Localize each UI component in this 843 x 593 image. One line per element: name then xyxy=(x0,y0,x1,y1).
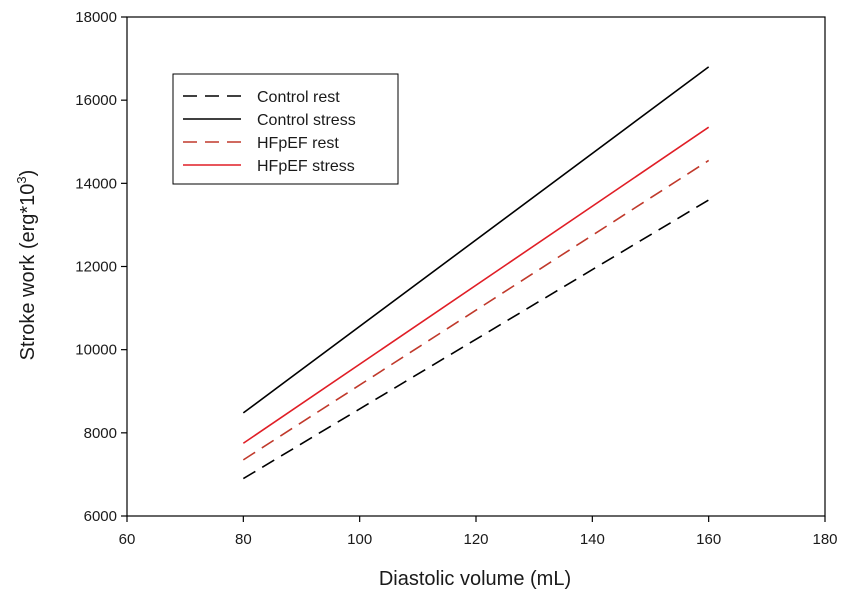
y-axis-title-close: ) xyxy=(17,170,39,177)
legend-label-hfpef-rest: HFpEF rest xyxy=(257,135,339,152)
y-tick-label: 18000 xyxy=(75,9,117,26)
y-tick-label: 6000 xyxy=(84,508,117,525)
legend-label-hfpef-stress: HFpEF stress xyxy=(257,158,355,175)
y-axis-title-main: Stroke work (erg*10 xyxy=(17,184,39,361)
series-line-control-stress xyxy=(242,66,710,414)
y-tick-label: 14000 xyxy=(75,175,117,192)
x-tick-label: 180 xyxy=(812,531,837,548)
y-axis-title-superscript: 3 xyxy=(14,176,29,183)
series-line-hfpef-rest xyxy=(242,159,710,461)
series-lines xyxy=(242,66,710,480)
legend-label-control-stress: Control stress xyxy=(257,112,356,129)
y-tick-label: 10000 xyxy=(75,342,117,359)
axes: 60 80 100 120 140 160 180 6000 8000 10000 12000 140… xyxy=(75,9,837,548)
y-tick-label: 12000 xyxy=(75,259,117,276)
y-axis-title: Stroke work (erg*103) xyxy=(14,170,39,361)
x-tick-label: 80 xyxy=(235,531,252,548)
x-tick-label: 120 xyxy=(463,531,488,548)
x-tick-label: 160 xyxy=(696,531,721,548)
y-tick-label: 16000 xyxy=(75,92,117,109)
legend-label-control-rest: Control rest xyxy=(257,89,340,106)
series-line-hfpef-stress xyxy=(242,126,710,444)
legend: Control rest Control stress HFpEF rest HFpE… xyxy=(172,73,399,185)
x-tick-label: 60 xyxy=(119,531,136,548)
x-tick-label: 140 xyxy=(580,531,605,548)
y-tick-label: 8000 xyxy=(84,425,117,442)
series-line-control-rest xyxy=(242,199,710,480)
x-tick-label: 100 xyxy=(347,531,372,548)
x-axis-title: Diastolic volume (mL) xyxy=(379,568,571,590)
